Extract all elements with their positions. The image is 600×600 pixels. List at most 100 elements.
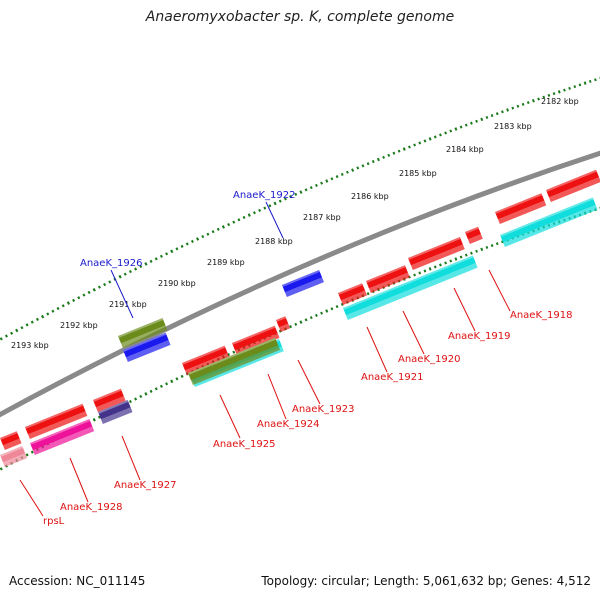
gene-anaek-1921-block [366, 265, 410, 294]
outer-tick [35, 317, 39, 321]
gene-block [123, 332, 171, 363]
outer-tick [408, 145, 411, 149]
scale-label: 2192 kbp [60, 321, 98, 330]
gene-side [502, 204, 598, 248]
scale-label: 2191 kbp [109, 300, 147, 309]
gene-side [467, 234, 483, 245]
outer-tick [185, 242, 189, 246]
gene-block [546, 169, 600, 203]
gene-face [343, 255, 476, 316]
gene-side [284, 277, 324, 298]
outer-tick [165, 252, 169, 256]
gene-face [546, 169, 600, 198]
gene-face [188, 337, 279, 381]
gene-label: AnaeK_1918 [510, 310, 572, 321]
gene-side [32, 426, 95, 456]
outer-tick [149, 259, 153, 263]
gene-highlight [232, 325, 276, 345]
gene-label: AnaeK_1925 [213, 439, 275, 450]
gene-label: AnaeK_1920 [398, 354, 460, 365]
inner-tick [428, 267, 432, 271]
outer-tick [20, 326, 24, 330]
scale-label: 2183 kbp [494, 122, 532, 131]
scale-label: 2188 kbp [255, 237, 293, 246]
outer-tick [289, 195, 293, 199]
outer-tick [201, 234, 205, 239]
inner-tick [289, 325, 293, 329]
gene-block [500, 197, 598, 248]
outer-tick [470, 121, 473, 125]
outer-tick [501, 110, 504, 114]
inner-tick [366, 292, 370, 296]
outer-tick [128, 269, 132, 274]
outer-tick [227, 222, 231, 227]
gene-side [100, 407, 133, 425]
gene-face [0, 446, 26, 463]
leader-line [219, 394, 241, 439]
gene-face [123, 332, 169, 358]
scale-label: 2193 kbp [11, 341, 49, 350]
inner-tick [309, 316, 313, 320]
outer-tick [320, 181, 324, 185]
gene-anaek-1920-block [408, 237, 465, 271]
gene-face [30, 419, 93, 451]
outer-tick [449, 129, 453, 133]
outer-tick [40, 314, 45, 319]
gene-side [368, 272, 410, 294]
gene-highlight [495, 193, 543, 214]
inner-tick [464, 253, 468, 257]
outer-tick [340, 172, 344, 176]
outer-tick [103, 282, 107, 287]
gene-highlight [366, 265, 406, 283]
gene-side [2, 438, 22, 451]
gene-label: AnaeK_1927 [114, 480, 176, 491]
inner-tick [294, 322, 298, 326]
outer-tick [495, 112, 499, 116]
gene-anaek-1922 [282, 270, 324, 298]
scale-label: 2184 kbp [446, 145, 484, 154]
outer-tick [330, 177, 334, 181]
outer-tick [439, 133, 442, 137]
scale-label: 2186 kbp [351, 192, 389, 201]
genome-backbone [0, 150, 600, 418]
outer-tick [547, 93, 551, 97]
gene-highlight [93, 388, 122, 402]
leader-line [110, 269, 134, 319]
gene-anaek-1918-block [495, 193, 547, 225]
outer-tick [454, 127, 458, 131]
outer-tick [108, 280, 112, 284]
inner-tick [159, 384, 163, 388]
outer-tick [351, 168, 355, 172]
gene-block [465, 226, 483, 245]
outer-tick [278, 199, 282, 203]
outer-tick [475, 119, 478, 123]
inner-tick [325, 309, 329, 313]
gene-block [30, 419, 95, 456]
outer-tick [428, 137, 432, 141]
inner-tick [470, 251, 473, 255]
outer-tick [459, 125, 463, 129]
inner-tick [454, 257, 458, 261]
gene-face [338, 283, 366, 301]
leader-line [121, 435, 141, 481]
outer-tick [268, 204, 272, 208]
gene-highlight [546, 169, 597, 192]
scale-label: 2185 kbp [399, 169, 437, 178]
outer-tick [402, 147, 406, 151]
gene-side [345, 262, 478, 321]
inner-tick [495, 242, 499, 246]
gene-face [495, 193, 545, 220]
inner-tick [423, 269, 427, 273]
inner-tick [335, 305, 339, 309]
outer-tick [511, 106, 515, 110]
outer-tick [252, 211, 256, 215]
gene-highlight [25, 403, 84, 429]
outer-tick [221, 225, 225, 229]
gene-highlight [500, 197, 594, 237]
genes [0, 169, 600, 468]
outer-tick [15, 328, 19, 333]
inner-tick [459, 255, 463, 259]
leader-line [453, 287, 476, 332]
gene-face [276, 316, 289, 328]
outer-tick [92, 287, 96, 292]
